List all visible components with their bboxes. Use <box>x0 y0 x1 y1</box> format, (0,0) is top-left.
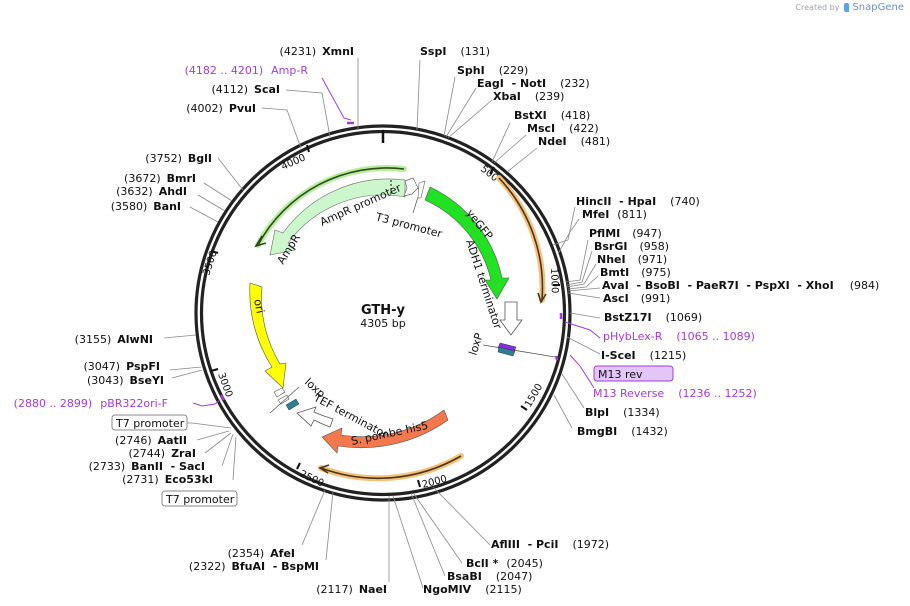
enzyme-naei[interactable]: (2117) NaeI <box>316 583 387 596</box>
feature-label-t3-promoter: T3 promoter <box>373 210 444 241</box>
enzyme-bstz17i[interactable]: BstZ17I (1069) <box>604 311 702 324</box>
enzyme-bfuai-bspmi[interactable]: (2322) BfuAI - BspMI <box>189 560 319 573</box>
tick-1500: 1500 <box>523 382 545 410</box>
feature-ori[interactable] <box>249 282 287 389</box>
enzyme-ngomiv[interactable]: NgoMIV (2115) <box>423 583 522 596</box>
snapgene-logo-icon <box>844 3 850 12</box>
enzyme-sspi[interactable]: SspI (131) <box>420 45 490 58</box>
enzyme-labels-right: SspI (131) SphI (229) EagI - NotI (232) Xba… <box>420 45 879 596</box>
feature-s-pombe-his5[interactable] <box>321 409 449 454</box>
enzyme-scai[interactable]: (4112) ScaI <box>211 83 280 96</box>
snapgene-credit: Created by SnapGene <box>795 2 904 13</box>
plasmid-name: GTH-y <box>361 303 406 318</box>
primer-phyblex-r[interactable]: pHybLex-R (1065 .. 1089) <box>603 330 755 343</box>
enzyme-sphi[interactable]: SphI (229) <box>457 64 528 77</box>
feature-ampr[interactable] <box>269 178 406 256</box>
feature-loxp-right[interactable] <box>497 346 516 357</box>
enzyme-pvui[interactable]: (4002) PvuI <box>186 102 256 115</box>
feature-adh1-terminator[interactable] <box>499 301 523 336</box>
enzyme-bstxi[interactable]: BstXI (418) <box>514 109 590 122</box>
enzyme-afei[interactable]: (2354) AfeI <box>228 547 295 560</box>
feature-loxp-left[interactable] <box>285 398 300 411</box>
t7-promoter-label-lower: T7 promoter <box>165 493 235 506</box>
enzyme-hincii-hpai[interactable]: HincII - HpaI (740) <box>576 195 700 208</box>
enzyme-alwni[interactable]: (3155) AlwNI <box>75 333 153 346</box>
enzyme-bmgbi[interactable]: BmgBI (1432) <box>577 425 668 438</box>
feature-label-loxp-right: loxP <box>466 331 485 357</box>
enzyme-zrai[interactable]: (2744) ZraI <box>129 447 197 460</box>
t7-promoter-label-upper: T7 promoter <box>115 417 185 430</box>
enzyme-bmti[interactable]: BmtI (975) <box>600 266 671 279</box>
orf-arcs <box>254 164 547 482</box>
enzyme-blpi[interactable]: BlpI (1334) <box>585 406 660 419</box>
m13-rev-label: M13 rev <box>598 368 643 381</box>
feature-yegfp[interactable] <box>424 186 510 300</box>
boxed-labels: M13 rev T7 promoter T7 promoter <box>111 365 674 507</box>
plasmid-length: 4305 bp <box>360 317 405 330</box>
enzyme-labels-left: (4231) XmnI (4112) ScaI (4002) PvuI (3752) B… <box>75 45 387 596</box>
enzyme-afliii-pcii[interactable]: AflIII - PciI (1972) <box>491 538 609 551</box>
primer-amp-r[interactable]: (4182 .. 4201) Amp-R <box>185 64 309 77</box>
enzyme-bsabi[interactable]: BsaBI (2047) <box>447 570 532 583</box>
tick-1000: 1000 <box>548 268 560 294</box>
primer-m13-reverse[interactable]: M13 Reverse (1236 .. 1252) <box>593 387 757 400</box>
enzyme-pspfi[interactable]: (3047) PspFI <box>84 360 160 373</box>
enzyme-bani[interactable]: (3580) BanI <box>111 200 181 213</box>
enzyme-xmni[interactable]: (4231) XmnI <box>280 45 354 58</box>
primer-pbr322ori-f[interactable]: (2880 .. 2899) pBR322ori-F <box>14 397 168 410</box>
enzyme-asci[interactable]: AscI (991) <box>603 292 670 305</box>
feature-tef-terminator[interactable] <box>296 406 334 428</box>
enzyme-avai-group[interactable]: AvaI - BsoBI - PaeR7I - PspXI - XhoI (984… <box>602 279 879 292</box>
t7-promoter-box-upper[interactable] <box>111 414 188 431</box>
enzyme-banii-saci[interactable]: (2733) BanII - SacI <box>89 460 205 473</box>
enzyme-aatii[interactable]: (2746) AatII <box>115 434 187 447</box>
enzyme-bmri[interactable]: (3672) BmrI <box>124 172 196 185</box>
enzyme-msci[interactable]: MscI (422) <box>527 122 599 135</box>
enzyme-bseyi[interactable]: (3043) BseYI <box>87 374 164 387</box>
primer-labels: (4182 .. 4201) Amp-R pHybLex-R (1065 .. 10… <box>14 64 757 410</box>
feature-t3-promoter[interactable] <box>403 177 419 197</box>
enzyme-bsrgi[interactable]: BsrGI (958) <box>594 240 669 253</box>
enzyme-pflmi[interactable]: PflMI (947) <box>589 227 662 240</box>
enzyme-bcli[interactable]: BclI * (2045) <box>466 557 543 570</box>
enzyme-xbai[interactable]: XbaI (239) <box>493 90 564 103</box>
credit-prefix: Created by <box>795 3 840 12</box>
credit-brand: SnapGene <box>852 2 904 13</box>
enzyme-ndei[interactable]: NdeI (481) <box>538 135 610 148</box>
feature-label-ori: ori <box>251 298 267 315</box>
primer-markers <box>192 77 601 407</box>
enzyme-bgli[interactable]: (3752) BglI <box>145 152 212 165</box>
enzyme-i-scei[interactable]: I-SceI (1215) <box>601 349 686 362</box>
leader-lines-right <box>392 59 601 589</box>
enzyme-eco53ki[interactable]: (2731) Eco53kI <box>122 473 213 486</box>
enzyme-ahdi[interactable]: (3632) AhdI <box>116 185 187 198</box>
tick-500: 500 <box>478 164 500 184</box>
enzyme-mfei[interactable]: MfeI (811) <box>582 208 647 221</box>
enzyme-nhei[interactable]: NheI (971) <box>597 253 667 266</box>
enzyme-eagi-noti[interactable]: EagI - NotI (232) <box>477 77 590 90</box>
m13-rev-box[interactable] <box>593 365 674 382</box>
t7-promoter-box-lower[interactable] <box>161 490 238 507</box>
leader-lines-left <box>163 58 390 582</box>
